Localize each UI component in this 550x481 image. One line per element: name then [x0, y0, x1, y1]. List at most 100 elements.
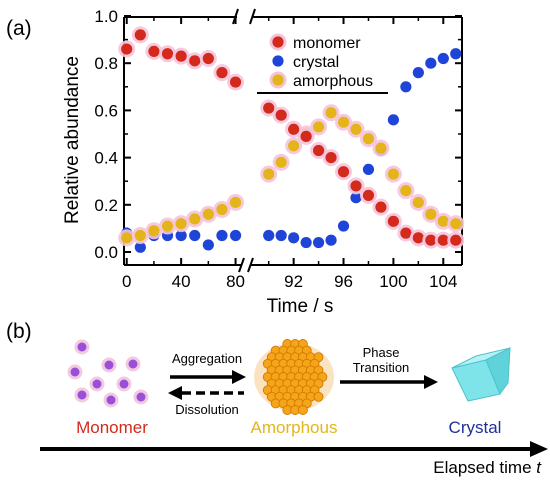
x-tick-label: 92	[284, 272, 303, 291]
x-axis-label: Time / s	[267, 296, 334, 317]
axis-break-top-right	[249, 8, 256, 25]
amorphous-point	[275, 156, 287, 168]
y-tick-label: 0.2	[94, 196, 118, 215]
amorphous-point	[216, 203, 228, 216]
amorphous-point	[202, 208, 214, 220]
amorphous-point	[312, 121, 325, 133]
dissolution-arrow	[168, 386, 244, 400]
elapsed-time-arrow	[40, 441, 548, 457]
crystal-point	[300, 236, 312, 249]
monomer-particle	[106, 395, 116, 405]
x-tick-label: 96	[334, 272, 353, 291]
monomer-point	[175, 50, 187, 62]
monomer-point	[263, 102, 275, 114]
monomer-point	[350, 180, 362, 192]
amorphous-point	[263, 168, 275, 180]
monomer-point	[275, 109, 287, 121]
elapsed-time-label: Elapsed time t	[433, 458, 542, 477]
crystal-point	[337, 220, 350, 232]
amorphous-cluster	[254, 339, 334, 415]
amorphous-point	[288, 140, 300, 152]
x-tick-label: 40	[172, 272, 191, 291]
y-tick-label: 0.4	[94, 149, 118, 168]
axis-break-bottom-left	[238, 257, 245, 273]
crystal-point	[325, 234, 337, 246]
amorphous-point	[375, 142, 387, 154]
monomer-point	[450, 234, 462, 246]
x-tick-label: 0	[122, 272, 131, 291]
crystal-point	[175, 229, 187, 242]
axis-break-top-left	[232, 8, 239, 25]
chart-marks	[118, 26, 465, 253]
monomer-particle	[119, 379, 129, 389]
crystal-point	[202, 239, 214, 251]
amorphous-point	[229, 196, 242, 209]
monomer-particle	[92, 379, 102, 389]
monomer-point	[437, 234, 449, 246]
monomer-point	[216, 67, 228, 79]
monomer-point	[425, 234, 437, 246]
crystal-point	[134, 241, 146, 253]
crystal-point	[189, 229, 201, 242]
axis-break-bottom-right	[247, 257, 254, 273]
monomer-point	[202, 52, 214, 65]
amorphous-point	[437, 215, 449, 227]
panel-a-label: (a)	[6, 17, 32, 40]
crystal-point	[450, 48, 462, 60]
monomer-label: Monomer	[76, 418, 148, 437]
amorphous-point	[425, 208, 437, 220]
crystal-point	[387, 114, 400, 126]
monomer-point	[325, 152, 337, 164]
monomer-point	[148, 45, 160, 58]
crystal-point	[437, 52, 449, 65]
aggregation-arrow	[170, 370, 246, 384]
monomer-particle	[104, 360, 114, 370]
chart-axes	[123, 8, 463, 273]
x-tick-label: 80	[226, 272, 245, 291]
y-tick-label: 0.6	[94, 101, 118, 120]
y-tick-label: 1.0	[94, 7, 118, 26]
monomer-point	[161, 48, 174, 60]
legend-monomer-marker	[272, 36, 284, 48]
monomer-point	[229, 76, 242, 88]
dissolution-label: Dissolution	[175, 402, 239, 417]
phase-transition-label-line1: Phase	[363, 345, 400, 360]
monomer-point	[412, 232, 424, 244]
crystal-point	[288, 232, 300, 244]
crystal-point	[350, 192, 362, 204]
elapsed-time-text: Elapsed time	[433, 458, 531, 477]
monomer-point	[312, 144, 325, 157]
y-axis-label: Relative abundance	[62, 56, 83, 224]
amorphous-point	[121, 232, 133, 244]
legend-amorphous-marker	[272, 74, 284, 86]
aggregation-label: Aggregation	[172, 351, 242, 366]
chart-panel-a: 0.0 0.2 0.4 0.6 0.8 1.0 0 40 80 92 96 100 104 monome…	[62, 7, 465, 317]
amorphous-point	[387, 168, 400, 180]
monomer-point	[337, 166, 350, 178]
monomer-point	[121, 43, 133, 55]
amorphous-point	[175, 218, 187, 230]
cluster-sphere	[313, 391, 324, 402]
monomer-point	[134, 29, 146, 41]
crystal-point	[275, 229, 287, 242]
amorphous-point	[362, 133, 375, 145]
amorphous-point	[400, 185, 412, 197]
amorphous-label: Amorphous	[251, 418, 338, 437]
phase-transition-label-line2: Transition	[353, 360, 410, 375]
monomer-particle	[136, 392, 146, 402]
chart-legend: monomer crystal amorphous	[257, 28, 388, 94]
y-tick-label: 0.0	[94, 243, 118, 262]
elapsed-time-variable: t	[536, 458, 542, 477]
legend-monomer-label: monomer	[293, 35, 361, 52]
crystal-point	[362, 163, 375, 175]
legend-crystal-label: crystal	[293, 54, 339, 71]
legend-crystal-marker	[272, 55, 284, 67]
crystal-point	[229, 229, 242, 242]
crystal-point	[425, 57, 437, 69]
crystal-point	[412, 67, 424, 79]
legend-amorphous-label: amorphous	[293, 73, 373, 90]
monomer-point	[400, 227, 412, 239]
x-tick-label: 100	[379, 272, 407, 291]
cluster-sphere	[297, 405, 308, 415]
